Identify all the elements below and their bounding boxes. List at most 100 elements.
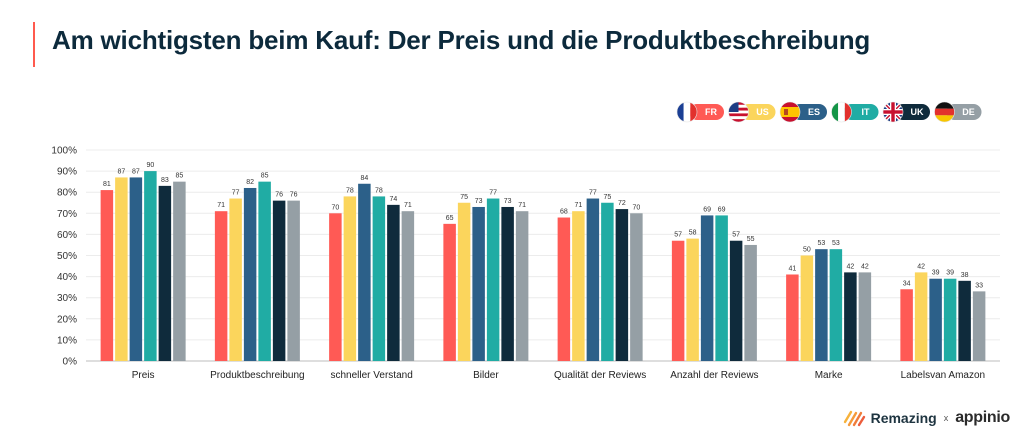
category-label: Qualität der Reviews <box>554 370 646 381</box>
y-tick-label: 80% <box>57 188 77 199</box>
data-label: 76 <box>290 192 298 199</box>
data-label: 81 <box>103 181 111 188</box>
spain-flag-icon <box>779 101 801 123</box>
data-label: 82 <box>246 179 254 186</box>
data-label: 87 <box>117 168 125 175</box>
data-label: 77 <box>232 190 240 197</box>
bar-us <box>572 211 585 361</box>
bar-uk <box>272 200 286 361</box>
y-axis: 0% 10% 20% 30% 40% 50% 60% 70% 80% 90% 100% <box>51 146 77 368</box>
data-label: 57 <box>732 232 740 239</box>
bar-es <box>358 183 371 361</box>
bar-uk <box>501 206 514 361</box>
bar-fr <box>557 217 571 361</box>
data-label: 78 <box>375 187 383 194</box>
category-label: Produktbeschreibung <box>210 370 305 381</box>
data-label: 71 <box>404 202 412 209</box>
data-label: 85 <box>175 173 183 180</box>
title-accent-bar <box>33 22 35 67</box>
bar-de <box>401 211 415 361</box>
data-label: 74 <box>389 196 397 203</box>
bar-it <box>144 171 157 361</box>
bar-de <box>515 211 529 361</box>
data-label: 41 <box>788 265 796 272</box>
bar-uk <box>615 209 629 361</box>
bar-de <box>173 181 186 361</box>
legend-item-es: ES <box>779 101 827 123</box>
data-label: 57 <box>674 232 682 239</box>
bar-es <box>129 177 143 361</box>
data-label: 42 <box>917 263 925 270</box>
france-flag-icon <box>676 101 698 123</box>
page-title: Am wichtigsten beim Kauf: Der Preis und … <box>52 25 871 55</box>
legend-item-uk: UK <box>882 101 930 123</box>
bar-us <box>686 238 699 361</box>
data-label: 87 <box>132 168 140 175</box>
legend-label: IT <box>862 107 871 117</box>
bar-es <box>700 215 714 361</box>
legend-pill <box>740 104 776 120</box>
data-label: 33 <box>975 282 983 289</box>
uk-flag-icon <box>882 101 904 123</box>
x-axis: Preis Produktbeschreibung schneller Versta… <box>132 370 985 381</box>
category-label: Marke <box>815 370 843 381</box>
legend: FR US ES IT UK DE <box>676 101 982 123</box>
legend-label: US <box>756 107 769 117</box>
data-label: 71 <box>574 202 582 209</box>
data-label: 85 <box>261 173 269 180</box>
bar-it <box>715 215 728 361</box>
bar-us <box>115 177 128 361</box>
legend-pill <box>946 104 982 120</box>
bar-fr <box>671 240 685 361</box>
y-tick-label: 60% <box>57 230 77 241</box>
legend-pill <box>843 104 879 120</box>
bars <box>100 171 986 361</box>
bar-de <box>630 213 643 361</box>
legend-pill <box>895 104 930 120</box>
data-label: 42 <box>861 263 869 270</box>
legend-item-de: DE <box>934 101 982 123</box>
category-label: schneller Verstand <box>330 370 412 381</box>
bar-fr <box>329 213 342 361</box>
y-tick-label: 0% <box>63 357 78 368</box>
legend-item-us: US <box>728 101 776 123</box>
bar-fr <box>100 190 114 361</box>
data-label: 38 <box>961 272 969 279</box>
data-label: 73 <box>504 198 512 205</box>
bar-us <box>457 202 471 361</box>
category-label: Labelsvan Amazon <box>901 370 986 381</box>
data-label: 39 <box>946 270 954 277</box>
y-tick-label: 100% <box>51 146 77 157</box>
bar-es <box>815 249 828 361</box>
category-label: Bilder <box>473 370 499 381</box>
data-label: 69 <box>703 206 711 213</box>
bar-de <box>744 244 757 361</box>
data-label: 83 <box>161 177 169 184</box>
data-label: 53 <box>832 240 840 247</box>
data-label: 39 <box>932 270 940 277</box>
legend-label: UK <box>911 107 924 117</box>
legend-item-fr: FR <box>676 101 724 123</box>
remazing-logo-icon <box>843 410 865 427</box>
bar-de <box>287 200 300 361</box>
y-tick-label: 70% <box>57 209 77 220</box>
data-label: 70 <box>632 204 640 211</box>
data-label: 73 <box>475 198 483 205</box>
bar-fr <box>214 211 228 361</box>
data-label: 77 <box>489 190 497 197</box>
bar-uk <box>729 240 743 361</box>
data-label: 75 <box>603 194 611 201</box>
bar-uk <box>158 185 172 361</box>
bar-us <box>800 255 814 361</box>
legend-label: DE <box>962 107 975 117</box>
bar-de <box>858 272 872 361</box>
data-label: 42 <box>846 263 854 270</box>
italy-flag-icon <box>831 101 852 123</box>
bar-es <box>243 187 257 361</box>
data-label: 58 <box>689 230 697 237</box>
bar-de <box>972 291 986 361</box>
legend-pill <box>689 104 724 120</box>
data-label: 84 <box>360 175 368 182</box>
legend-label: FR <box>705 107 717 117</box>
data-label: 65 <box>446 215 454 222</box>
